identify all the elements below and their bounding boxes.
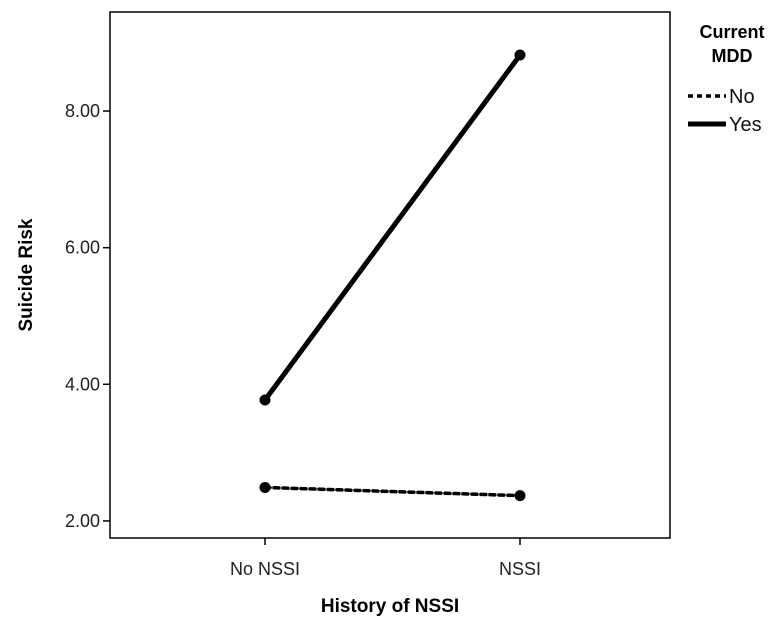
data-point-no xyxy=(259,481,271,493)
x-axis-title: History of NSSI xyxy=(321,596,459,617)
legend-label-no: No xyxy=(729,86,755,108)
y-tick-label: 2.00 xyxy=(65,511,100,531)
legend-title-line-2: MDD xyxy=(712,46,753,66)
series-line-no xyxy=(263,485,522,498)
x-axis: No NSSI NSSI xyxy=(230,538,541,579)
y-tick-label: 8.00 xyxy=(65,101,100,121)
legend: Current MDD No Yes xyxy=(688,22,765,136)
data-point-no xyxy=(514,490,526,502)
y-axis: 2.00 4.00 6.00 8.00 xyxy=(65,101,110,531)
plot-area-frame xyxy=(109,11,671,539)
data-point-yes xyxy=(259,394,271,406)
x-tick-label: No NSSI xyxy=(230,559,300,579)
series-line-yes xyxy=(262,52,523,403)
y-tick-label: 4.00 xyxy=(65,374,100,394)
legend-label-yes: Yes xyxy=(729,114,762,136)
series-layer xyxy=(259,49,526,502)
y-tick-label: 6.00 xyxy=(65,238,100,258)
x-tick-label: NSSI xyxy=(499,559,541,579)
legend-title-line-1: Current xyxy=(699,22,764,42)
y-axis-title: Suicide Risk xyxy=(16,218,37,331)
data-point-yes xyxy=(514,49,526,61)
